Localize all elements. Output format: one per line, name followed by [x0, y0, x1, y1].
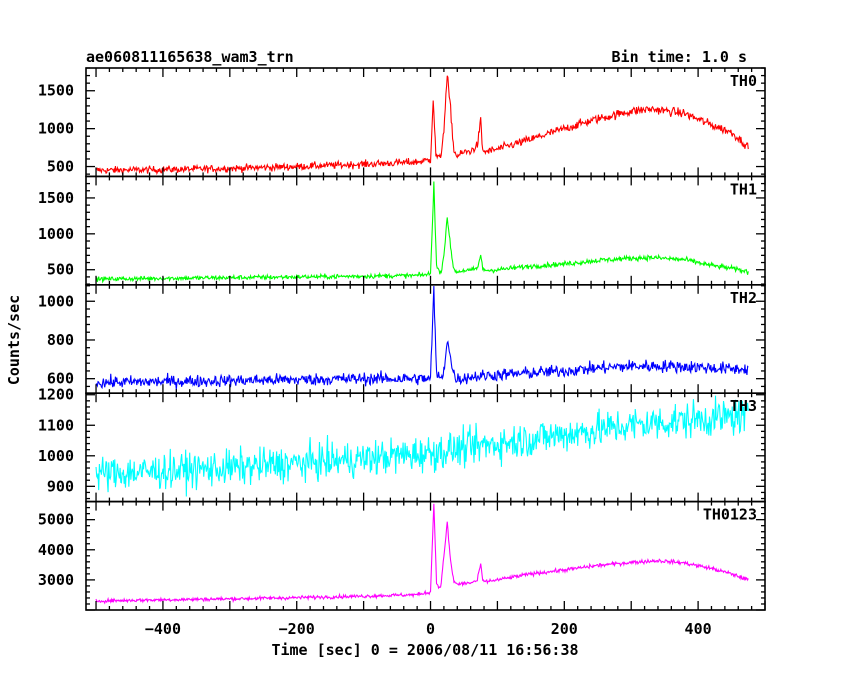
y-tick-label-th0: 500	[47, 158, 74, 176]
y-tick-label-th2: 800	[47, 331, 74, 349]
y-tick-label-th0: 1500	[38, 82, 74, 100]
series-line-th2	[95, 285, 749, 390]
x-tick-label: 200	[551, 620, 578, 638]
panel-th0123: 3000 4000 5000 TH0123	[38, 500, 766, 611]
y-tick-label-th0: 1000	[38, 120, 74, 138]
panel-frame-th2	[85, 283, 766, 394]
y-tick-label-th3: 1200	[38, 386, 74, 404]
y-axis-label: Counts/sec	[5, 295, 23, 385]
panel-th3: 900 1000 1100 1200 TH3	[38, 386, 766, 503]
y-tick-label-th3: 1100	[38, 416, 74, 434]
series-line-th0123	[95, 503, 749, 605]
panels-layer: 500 1000 1500 TH0 500 1000 1500 TH1 600 800 1000 TH…	[38, 67, 766, 638]
y-tick-label-th2: 1000	[38, 292, 74, 310]
panel-label-th1: TH1	[730, 180, 757, 198]
chart-title: ae060811165638_wam3_trn	[86, 48, 294, 66]
panel-label-th0123: TH0123	[703, 506, 757, 524]
panel-th0: 500 1000 1500 TH0	[38, 67, 766, 178]
panel-th1: 500 1000 1500 TH1	[38, 175, 766, 286]
x-tick-label: 400	[685, 620, 712, 638]
panel-th2: 600 800 1000 TH2	[38, 283, 766, 394]
panel-label-th3: TH3	[730, 397, 757, 415]
y-tick-label-th3: 900	[47, 477, 74, 495]
series-line-th3	[95, 395, 749, 497]
x-tick-label: 0	[426, 620, 435, 638]
bin-time-label: Bin time: 1.0 s	[612, 48, 747, 66]
x-tick-label: −400	[145, 620, 181, 638]
y-tick-label-th0123: 5000	[38, 511, 74, 529]
panel-label-th2: TH2	[730, 289, 757, 307]
y-tick-label-th1: 500	[47, 261, 74, 279]
y-tick-label-th0123: 4000	[38, 541, 74, 559]
y-tick-label-th1: 1500	[38, 189, 74, 207]
series-line-th1	[95, 181, 749, 284]
x-tick-label: −200	[279, 620, 315, 638]
y-tick-label-th2: 600	[47, 370, 74, 388]
panel-frame-th1	[85, 175, 766, 286]
series-line-th0	[95, 75, 749, 176]
panel-label-th0: TH0	[730, 72, 757, 90]
y-tick-label-th3: 1000	[38, 447, 74, 465]
y-tick-label-th1: 1000	[38, 225, 74, 243]
y-tick-label-th0123: 3000	[38, 571, 74, 589]
x-axis-label: Time [sec] 0 = 2006/08/11 16:56:38	[271, 641, 578, 659]
